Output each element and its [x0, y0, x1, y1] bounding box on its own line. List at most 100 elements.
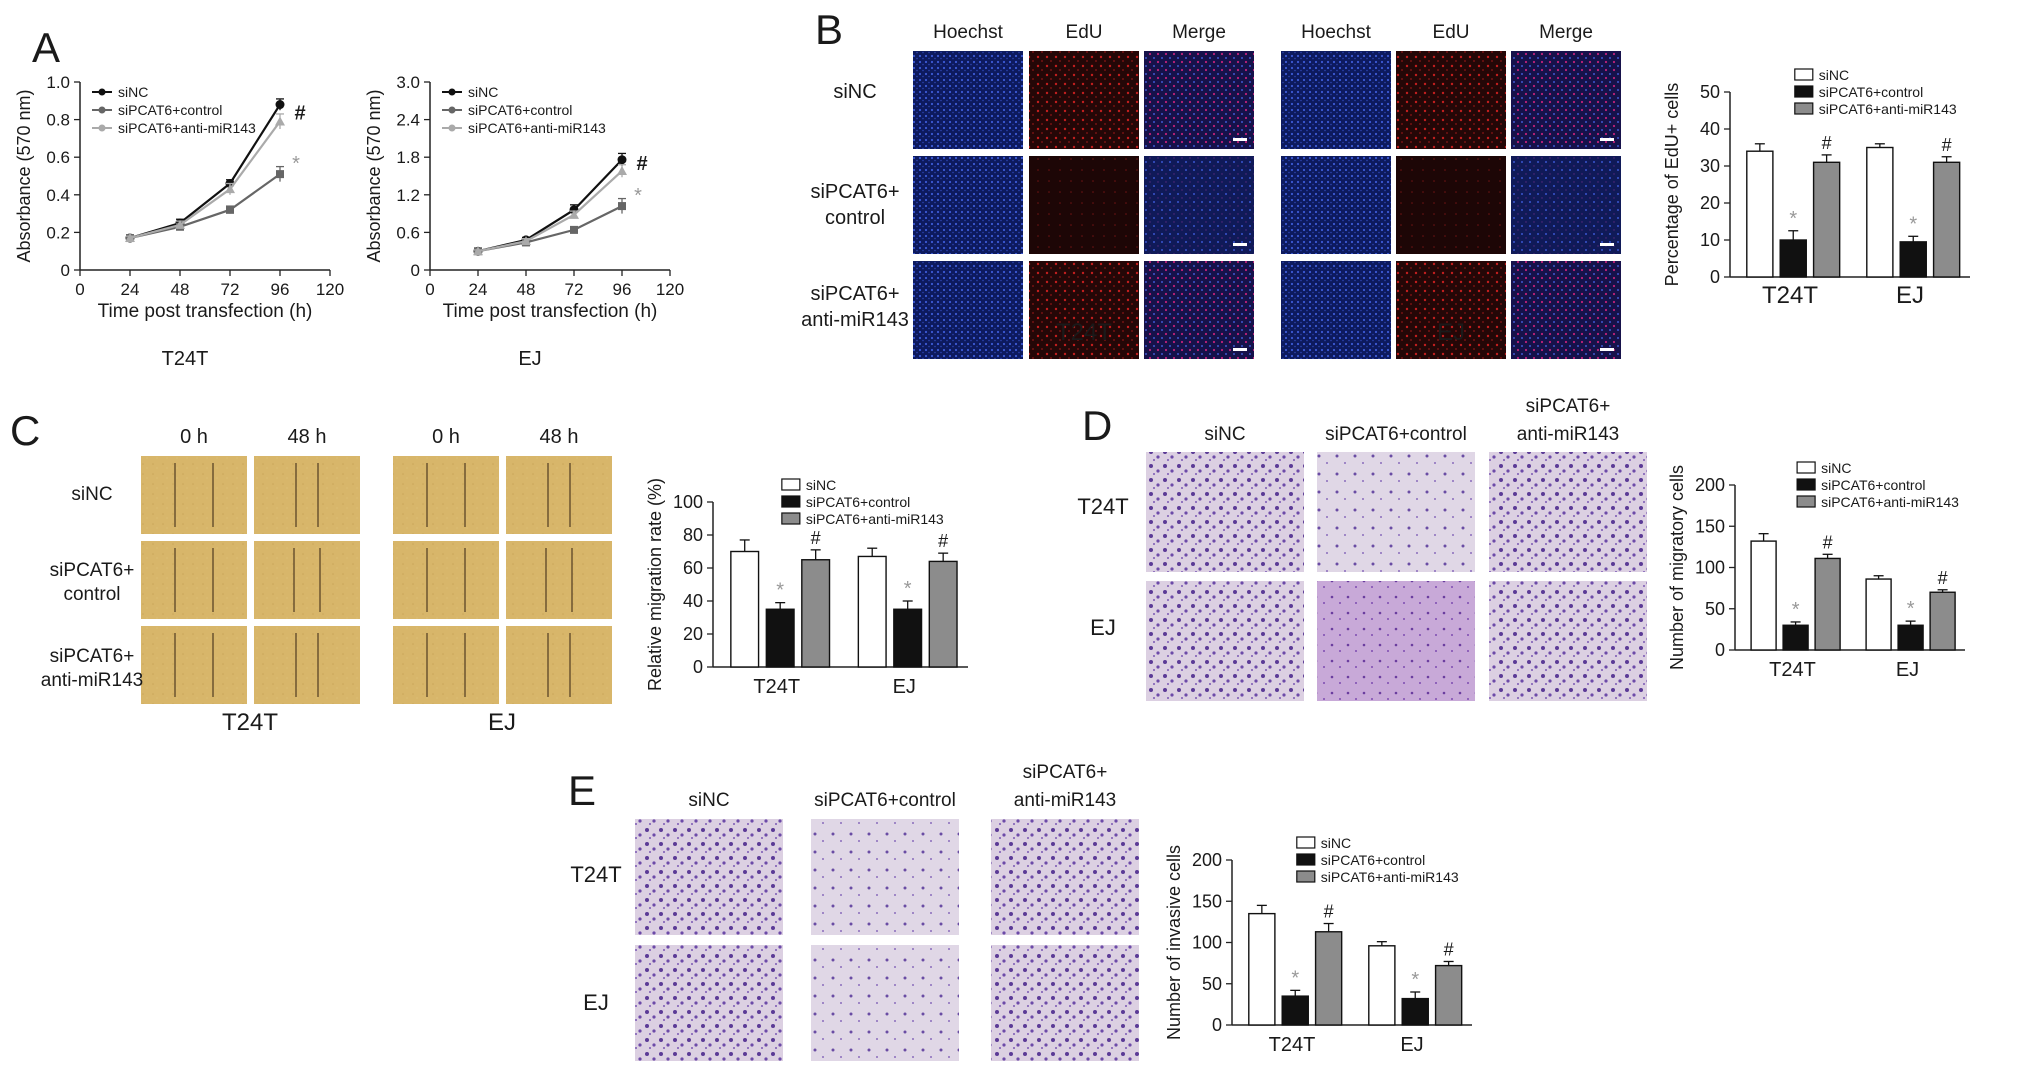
data-point [275, 100, 285, 110]
category-label: EJ [1400, 1034, 1423, 1056]
x-tick-label: 24 [469, 280, 488, 299]
significance-hash: # [811, 528, 821, 548]
wound-image-ej [391, 539, 501, 621]
row-label: T24T [570, 862, 621, 887]
bar [857, 555, 887, 668]
legend-label: siPCAT6+control [1321, 852, 1425, 868]
bar [1750, 540, 1777, 651]
panel-letter-b: B [815, 6, 843, 53]
bar [765, 608, 795, 668]
y-tick-label: 60 [683, 558, 703, 578]
category-label: T24T [1762, 282, 1818, 309]
channel-label-hoechst: Hoechst [933, 22, 1003, 43]
micrograph-edu-ej [1279, 49, 1393, 151]
wound-image-ej [391, 624, 501, 706]
y-tick-label: 50 [1705, 599, 1725, 619]
bar [1248, 912, 1276, 1026]
transwell-invasion-image [809, 817, 961, 937]
category-label: EJ [893, 676, 916, 698]
wound-image-ej [504, 454, 614, 536]
data-point [225, 184, 235, 194]
legend-marker [448, 106, 456, 114]
x-tick-label: 48 [517, 280, 536, 299]
category-label: T24T [1269, 1034, 1316, 1056]
row-label: control [63, 584, 120, 605]
series-line-2 [477, 170, 623, 253]
legend-label: siNC [1821, 460, 1851, 476]
x-axis-title: Time post transfection (h) [443, 301, 658, 322]
x-tick-label: 0 [75, 280, 84, 299]
cell-line-label: EJ [488, 709, 516, 736]
category-label: T24T [753, 676, 800, 698]
panel-letter-a: A [32, 24, 60, 71]
legend-swatch [1794, 102, 1814, 115]
y-tick-label: 0 [1710, 267, 1720, 287]
legend-swatch [1796, 495, 1816, 508]
cell-line-label: T24T [1056, 319, 1112, 346]
data-point [473, 246, 483, 256]
micrograph-edu-t24t [1027, 49, 1141, 151]
legend-label: siPCAT6+control [468, 102, 572, 118]
y-tick-label: 40 [1700, 119, 1720, 139]
wound-image-ej [391, 454, 501, 536]
data-point [521, 236, 531, 246]
micrograph-edu-t24t [1142, 259, 1256, 361]
y-tick-label: 0.6 [46, 148, 70, 167]
cell-line-label: EJ [518, 348, 541, 370]
y-tick-label: 20 [1700, 193, 1720, 213]
category-label: T24T [1769, 659, 1816, 681]
legend-label: siPCAT6+anti-miR143 [468, 120, 606, 136]
micrograph-edu-t24t [1142, 154, 1256, 256]
row-label: anti-miR143 [801, 309, 909, 331]
significance-star: * [1291, 967, 1299, 989]
significance-star: * [1789, 208, 1797, 230]
row-label: siNC [71, 484, 112, 505]
channel-label-edu: EdU [1433, 22, 1470, 43]
bar [928, 560, 958, 668]
wound-image-t24t [252, 454, 362, 536]
legend-marker [98, 106, 106, 114]
micrograph-edu-t24t [1142, 49, 1256, 151]
y-axis-title: Percentage of EdU+ cells [1662, 83, 1682, 287]
y-tick-label: 2.4 [396, 111, 420, 130]
legend-label: siPCAT6+control [806, 494, 910, 510]
bar [1401, 997, 1429, 1026]
scale-bar [1600, 243, 1614, 246]
data-point [617, 165, 627, 175]
y-axis-title: Number of migratory cells [1667, 465, 1687, 670]
legend-swatch [1794, 85, 1814, 98]
bar [1281, 995, 1309, 1026]
channel-label-merge: Merge [1539, 22, 1593, 43]
y-tick-label: 50 [1202, 974, 1222, 994]
y-tick-label: 0 [1715, 640, 1725, 660]
y-tick-label: 100 [1192, 933, 1222, 953]
y-tick-label: 30 [1700, 156, 1720, 176]
micrograph-edu-ej [1394, 49, 1508, 151]
legend-swatch [1796, 461, 1816, 474]
wound-image-t24t [252, 624, 362, 706]
y-tick-label: 150 [1695, 516, 1725, 536]
legend-swatch [781, 478, 801, 491]
significance-hash: # [1938, 568, 1948, 588]
column-label: siPCAT6+control [1325, 424, 1467, 445]
bar [1368, 945, 1396, 1026]
y-tick-label: 40 [683, 591, 703, 611]
panel-letter-e: E [568, 767, 596, 814]
row-label: EJ [1090, 615, 1116, 640]
transwell-invasion-image [633, 943, 785, 1063]
significance-hash: # [1324, 902, 1334, 922]
y-axis-title: Absorbance (570 nm) [14, 89, 34, 262]
cell-line-label: T24T [162, 348, 209, 370]
data-point [226, 205, 234, 214]
y-axis-title: Number of invasive cells [1164, 845, 1184, 1040]
significance-star: * [634, 185, 642, 207]
y-tick-label: 100 [673, 492, 703, 512]
significance-star: * [1909, 213, 1917, 235]
wound-image-t24t [139, 624, 249, 706]
y-axis-title: Relative migration rate (%) [645, 478, 665, 691]
transwell-invasion-image [989, 943, 1141, 1063]
bar [1812, 161, 1841, 278]
y-tick-label: 20 [683, 624, 703, 644]
wound-image-ej [504, 539, 614, 621]
